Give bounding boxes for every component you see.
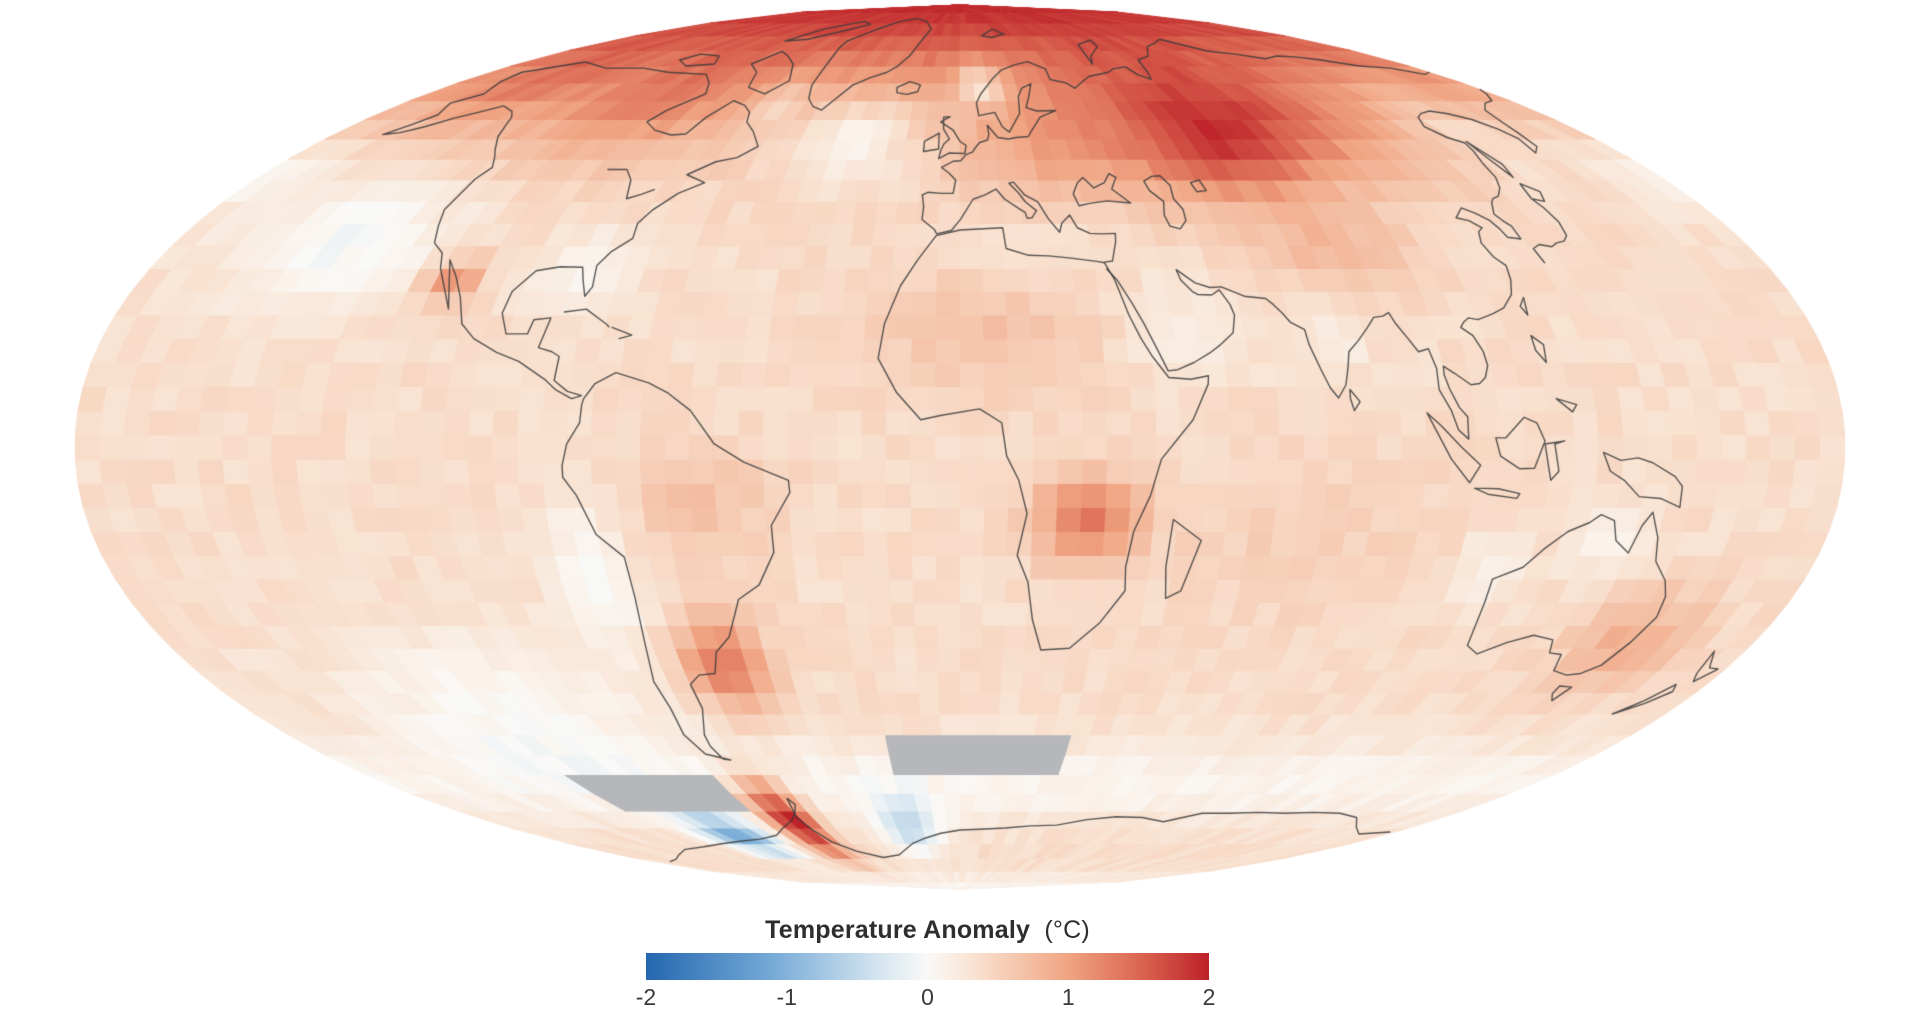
legend: Temperature Anomaly (°C) -2 -1 0 1 2 (636, 916, 1216, 1014)
tick-label: -2 (635, 984, 657, 1010)
legend-title-row: Temperature Anomaly (°C) (646, 916, 1209, 945)
legend-title: Temperature Anomaly (765, 916, 1031, 944)
colorbar (646, 953, 1209, 980)
tick-label: 2 (1202, 984, 1216, 1010)
tick-label: 0 (921, 984, 934, 1010)
tick-label: 1 (1061, 984, 1075, 1010)
legend-unit-text: (°C) (1044, 916, 1090, 944)
colorbar-ticks: -2 -1 0 1 2 (636, 984, 1216, 1014)
tick-label: -1 (776, 984, 797, 1010)
